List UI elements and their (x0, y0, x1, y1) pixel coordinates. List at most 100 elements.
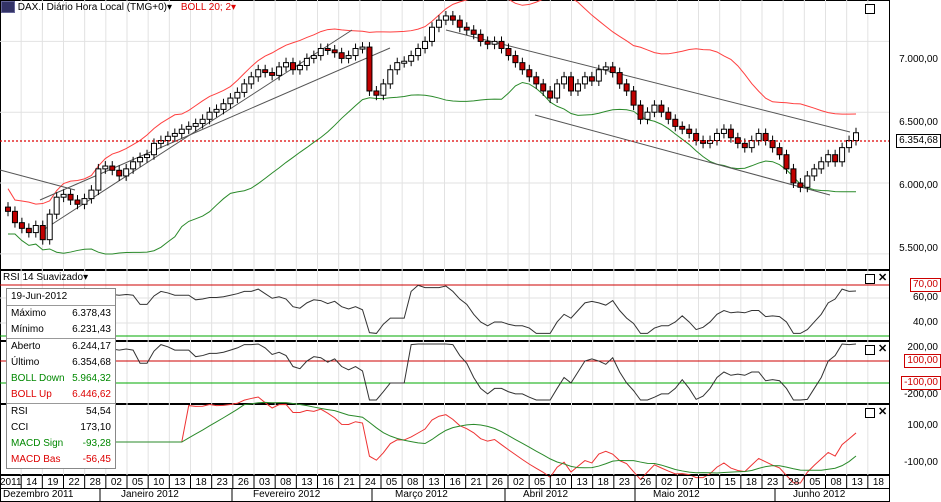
macd-signal-line (8, 401, 857, 474)
candle-body (435, 19, 442, 28)
symbol-title[interactable]: DAX.I Diário Hora Local (TMG+0) (17, 2, 167, 13)
candle-body (429, 26, 435, 42)
candle-body (442, 15, 449, 21)
candle-body (533, 76, 540, 85)
candle-body (477, 33, 484, 42)
candle-body (422, 40, 429, 49)
month-label: Fevereiro 2012 (253, 489, 321, 500)
legend-value: -56,45 (82, 454, 111, 465)
boll-indicator-label[interactable]: BOLL 20; 2 (180, 2, 232, 13)
candle-body (296, 64, 303, 71)
legend-label: MACD Sign (11, 438, 64, 449)
macd-close-icon[interactable]: ✕ (878, 406, 888, 418)
candle-body (713, 132, 720, 142)
maximize-icon[interactable] (865, 4, 875, 14)
candle-body (470, 29, 477, 35)
candle-body (463, 26, 470, 31)
legend-value: 5.964,32 (72, 373, 111, 384)
legend-label: Aberto (11, 341, 41, 352)
candle-body (825, 154, 832, 163)
day-label: 18 (745, 477, 757, 488)
price-axis-label: 5.500,00 (899, 243, 938, 254)
candle-body (818, 161, 825, 170)
cci-close-icon[interactable]: ✕ (878, 343, 888, 355)
candle-body (561, 76, 568, 85)
cci-maximize-icon[interactable] (865, 345, 875, 355)
candle-body (519, 62, 526, 71)
candle-body (408, 55, 415, 62)
day-label: 10 (703, 477, 715, 488)
candle-body (25, 227, 32, 234)
day-label: 18 (195, 477, 207, 488)
month-label: Março 2012 (395, 489, 448, 500)
candle-body (540, 83, 547, 92)
cci-axis-label: -200,00 (904, 389, 938, 400)
candle-body (693, 132, 700, 142)
trend-line (39, 47, 391, 201)
candle-body (269, 72, 276, 76)
candle-body (199, 118, 206, 125)
candle-body (123, 168, 130, 177)
candle-body (498, 40, 505, 49)
candle-body (185, 125, 192, 130)
legend-label: RSI (11, 406, 28, 417)
candle-body (95, 168, 102, 191)
rsi-close-icon[interactable]: ✕ (878, 272, 888, 284)
day-label: 05 (132, 477, 144, 488)
day-label: 13 (851, 477, 863, 488)
candle-body (790, 168, 797, 184)
candle-body (700, 140, 707, 144)
legend-label: BOLL Up (11, 389, 52, 400)
candle-body (769, 140, 776, 149)
candle-body (220, 103, 227, 110)
legend-label: MACD Bas (11, 454, 61, 465)
candle-body (164, 135, 171, 142)
candle-body (804, 175, 811, 188)
candle-body (755, 132, 762, 142)
candle-body (651, 104, 658, 113)
candle-body (227, 97, 234, 105)
day-label: 05 (386, 477, 398, 488)
candle-body (609, 66, 616, 74)
candle-body (206, 111, 213, 120)
candle-body (144, 154, 151, 159)
candle-body (331, 49, 338, 54)
candle-body (568, 76, 575, 92)
rsi-line (7, 284, 857, 334)
candle-body (324, 47, 331, 51)
candle-body (234, 91, 241, 99)
rsi-maximize-icon[interactable] (865, 274, 875, 284)
day-label: 13 (428, 477, 440, 488)
legend-value: 6.231,43 (72, 324, 111, 335)
candle-body (616, 72, 623, 85)
cci-minus100-tag: -100,00 (901, 376, 941, 390)
macd-maximize-icon[interactable] (865, 408, 875, 418)
day-label: 28 (788, 477, 800, 488)
candle-body (505, 47, 512, 57)
candle-body (762, 132, 769, 142)
day-label: 14 (26, 477, 38, 488)
day-label: 05 (534, 477, 546, 488)
candle-body (11, 210, 18, 224)
rsi-title[interactable]: RSI 14 Suavizado (3, 272, 84, 283)
candle-body (526, 69, 533, 78)
rsi-dropdown-icon[interactable]: ▾ (83, 272, 89, 283)
candle-body (74, 199, 81, 205)
day-label: 26 (491, 477, 503, 488)
indicator-dropdown-icon[interactable]: ▾ (231, 2, 237, 13)
day-label: 21 (470, 477, 482, 488)
candle-body (588, 76, 595, 82)
candle-body (338, 52, 345, 59)
candle-body (262, 69, 269, 74)
title-dropdown-icon[interactable]: ▾ (167, 2, 173, 13)
candle-body (547, 90, 554, 99)
candle-body (512, 55, 519, 64)
day-label: 2011 (0, 477, 22, 488)
candle-body (109, 165, 116, 171)
day-label: 08 (280, 477, 292, 488)
last-price-tag: 6.354,68 (896, 134, 941, 148)
cci-axis-label: 200,00 (907, 342, 938, 353)
rsi-70-tag: 70,00 (909, 278, 941, 292)
candle-body (727, 128, 734, 139)
